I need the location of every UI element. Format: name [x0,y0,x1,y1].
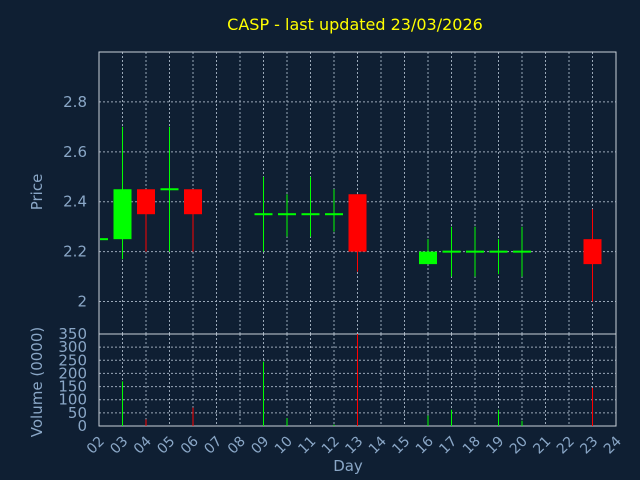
day-tick-label: 03 [107,434,131,458]
price-tick-label: 2.2 [63,243,87,261]
price-panel: 2 2.2 2.4 2.6 2.8 [63,51,617,335]
day-tick-label: 18 [460,434,484,458]
day-tick-label: 24 [601,433,625,457]
volume-tick-label: 100 [58,391,87,409]
day-tick-label: 09 [248,434,272,458]
day-tick-label: 15 [389,434,413,458]
volume-tick-label: 300 [58,338,87,356]
candle-body [137,189,155,215]
day-tick-label: 14 [366,433,390,457]
candle-body [583,239,602,265]
day-tick-label: 10 [272,434,296,458]
day-tick-label: 22 [554,434,578,458]
candle-body [442,250,461,253]
volume-tick-label: 250 [58,351,87,369]
price-tick-label: 2 [77,293,87,311]
candle-body [419,251,437,265]
volume-axis-label: Volume (0000) [28,327,46,437]
day-tick-label: 19 [483,434,507,458]
day-tick-label: 06 [178,433,202,457]
candle-body [301,213,320,216]
day-tick-label: 16 [413,433,437,457]
price-tick-label: 2.8 [63,93,87,111]
day-tick-label: 07 [201,434,225,458]
candle-body [466,250,484,253]
candle-body [184,189,202,215]
candle-body [278,213,296,216]
price-tick-label: 2.6 [63,143,87,161]
day-tick-label: 11 [295,434,319,458]
candle-body [348,194,367,252]
day-tick-label: 04 [131,433,155,457]
candle-body [513,250,531,253]
candle-body [113,189,132,240]
day-axis-label: Day [333,457,363,475]
volume-tick-label: 50 [68,404,87,422]
x-axis-ticks: 02 03 04 05 06 07 08 09 10 11 12 13 14 15 16 17 18 19 20 21… [84,433,625,457]
day-tick-label: 21 [530,434,554,458]
volume-tick-label: 350 [58,325,87,343]
day-tick-label: 12 [319,434,343,458]
candle-body [254,213,273,216]
chart-title: CASP - last updated 23/03/2026 [227,15,483,34]
volume-tick-label: 200 [58,364,87,382]
day-tick-label: 17 [436,434,460,458]
volume-tick-label: 0 [77,417,87,435]
day-tick-label: 05 [154,434,178,458]
volume-tick-label: 150 [58,378,87,396]
candle-body [100,238,108,241]
day-tick-label: 23 [577,434,601,458]
candle-body [325,213,343,216]
price-tick-label: 2.4 [63,193,87,211]
candle-body [160,188,179,191]
day-tick-label: 02 [84,434,108,458]
day-tick-label: 08 [225,434,249,458]
price-axis-label: Price [28,174,46,211]
day-tick-label: 13 [342,434,366,458]
day-tick-label: 20 [507,434,531,458]
candle-body [489,250,508,253]
